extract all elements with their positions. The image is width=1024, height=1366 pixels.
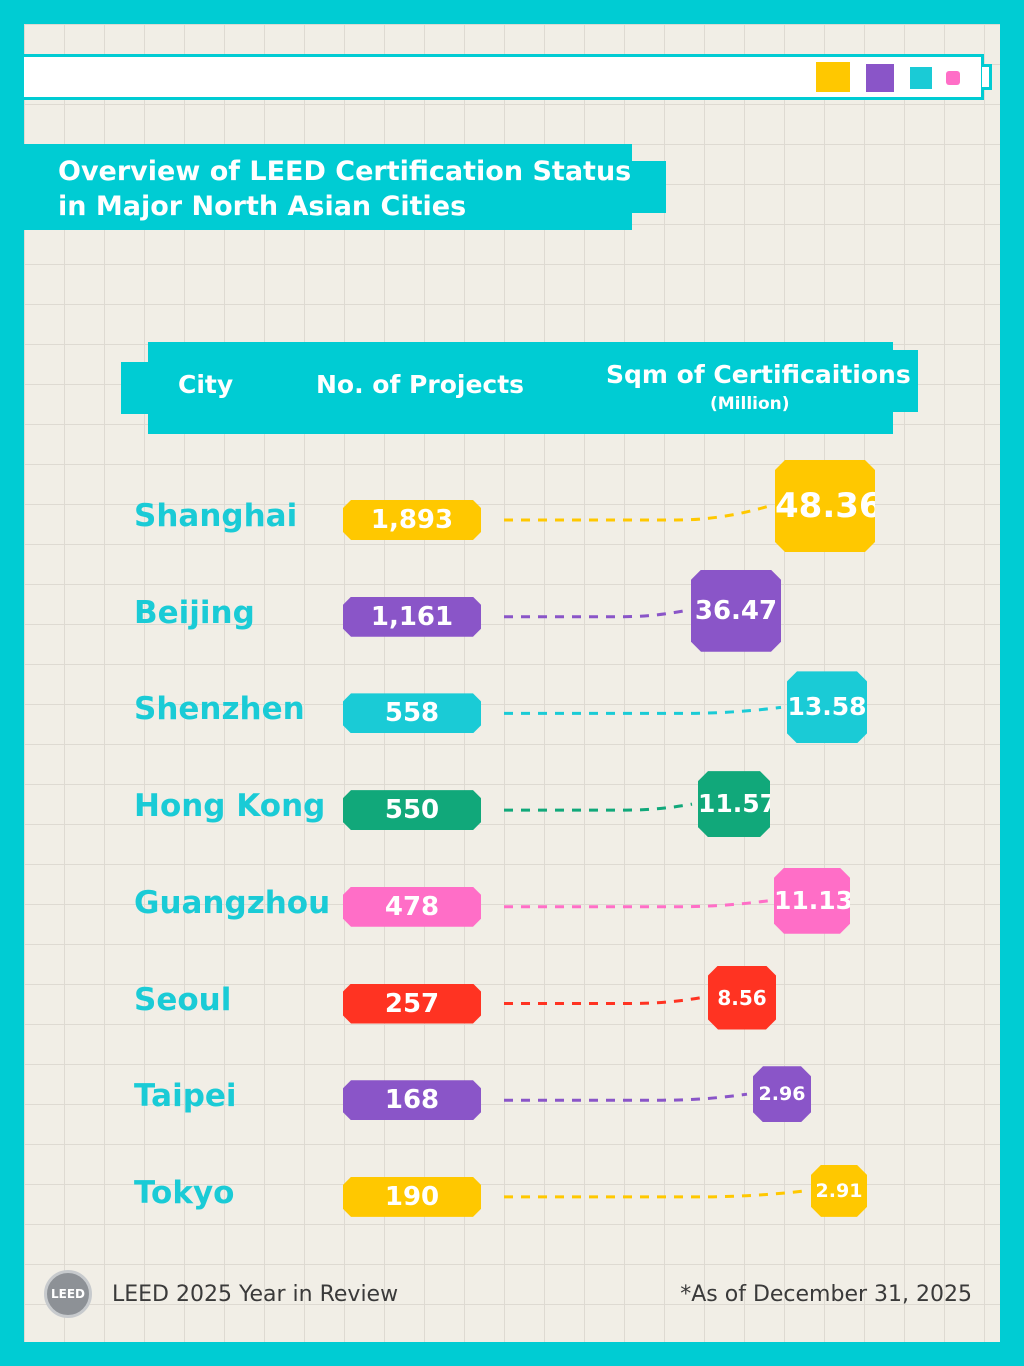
table-header-cap-right: [890, 350, 918, 412]
city-label: Shanghai: [134, 498, 298, 534]
window-dot-pink: [946, 71, 960, 85]
table-header-cap-left: [121, 362, 151, 414]
connector-line: [504, 996, 703, 1005]
sqm-value-box: 11.57: [698, 771, 770, 837]
header-sqm-unit: (Million): [710, 394, 790, 414]
connector-line: [504, 609, 686, 619]
page-title: Overview of LEED Certification Status in…: [58, 154, 638, 224]
city-label: Hong Kong: [134, 788, 326, 825]
footer-source: LEED 2025 Year in Review: [112, 1282, 399, 1307]
window-dot-cyan: [910, 67, 932, 89]
connector-line: [504, 899, 769, 909]
sqm-value-box: 2.96: [753, 1066, 811, 1122]
projects-count-pill: 257: [343, 984, 481, 1024]
projects-count-pill: 168: [343, 1080, 481, 1120]
city-label: Seoul: [134, 981, 232, 1018]
table-header-bar: [148, 342, 893, 434]
sqm-value-box: 13.58: [787, 671, 867, 743]
projects-count-pill: 1,893: [343, 500, 481, 540]
projects-count-pill: 550: [343, 790, 481, 830]
city-label: Shenzhen: [134, 691, 305, 728]
window-dot-yellow: [816, 62, 850, 92]
sqm-value-box: 11.13: [774, 868, 850, 934]
footer-date-note: *As of December 31, 2025: [680, 1282, 972, 1307]
city-label: Tokyo: [134, 1174, 235, 1211]
title-banner-notch: [630, 161, 666, 213]
connector-line: [504, 705, 782, 715]
city-label: Taipei: [134, 1078, 237, 1115]
sqm-value-box: 2.91: [811, 1165, 867, 1217]
window-dot-purple: [866, 64, 894, 92]
projects-count-pill: 558: [343, 693, 481, 733]
sqm-value-box: 36.47: [691, 570, 781, 652]
connector-line: [504, 504, 770, 522]
window-bar-tip: [982, 64, 992, 90]
title-line-2: in Major North Asian Cities: [58, 191, 467, 222]
projects-count-pill: 190: [343, 1177, 481, 1217]
projects-count-pill: 478: [343, 887, 481, 927]
connector-line: [504, 1092, 748, 1102]
connector-line: [504, 1189, 806, 1199]
header-projects: No. of Projects: [316, 370, 525, 399]
connector-lines: [504, 504, 806, 1199]
sqm-value-box: 48.36: [775, 460, 875, 552]
leed-logo-icon: LEED: [44, 1270, 92, 1318]
title-line-1: Overview of LEED Certification Status: [58, 156, 632, 187]
city-label: Beijing: [134, 594, 255, 631]
infographic-page: Overview of LEED Certification Status in…: [24, 24, 1000, 1342]
city-label: Guangzhou: [134, 884, 331, 921]
connector-line: [504, 802, 693, 812]
title-banner: [24, 144, 632, 230]
projects-count-pill: 1,161: [343, 597, 481, 637]
header-city: City: [178, 370, 234, 399]
sqm-value-box: 8.56: [708, 966, 776, 1030]
header-sqm: Sqm of Certificaitions: [606, 360, 911, 389]
